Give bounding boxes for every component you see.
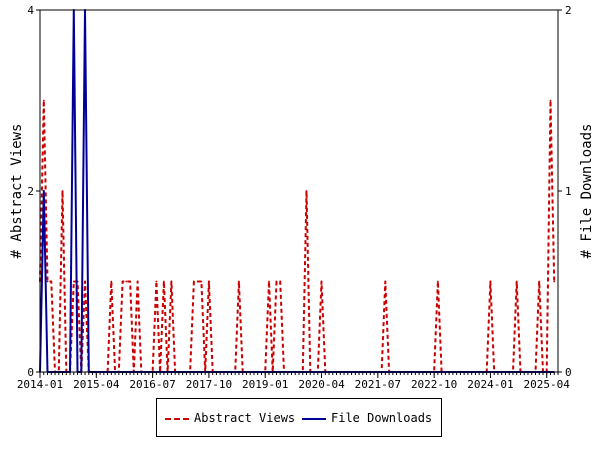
data-point bbox=[110, 280, 113, 283]
x-axis-tick-label: 2014-01 bbox=[17, 378, 63, 391]
data-point bbox=[84, 280, 86, 283]
left-axis-tick-label: 0 bbox=[27, 366, 34, 379]
legend-swatch-file-downloads bbox=[302, 418, 326, 420]
data-point bbox=[549, 99, 552, 102]
x-axis-tick-label: 2025-04 bbox=[524, 378, 571, 391]
data-point bbox=[193, 280, 195, 283]
data-point bbox=[538, 280, 541, 283]
data-point bbox=[437, 280, 439, 283]
right-axis-title: # File Downloads bbox=[579, 124, 595, 259]
left-axis-ticks: 0 2 4 bbox=[27, 4, 40, 379]
data-point bbox=[42, 190, 45, 192]
data-point bbox=[61, 190, 64, 192]
x-axis-tick-label: 2021-07 bbox=[355, 378, 401, 391]
data-point bbox=[163, 280, 165, 283]
x-axis-tick-label: 2017-10 bbox=[186, 378, 232, 391]
data-point bbox=[279, 280, 282, 283]
data-point bbox=[208, 280, 210, 283]
data-point bbox=[515, 280, 518, 283]
data-point bbox=[384, 280, 387, 283]
left-axis-tick-label: 4 bbox=[27, 4, 34, 17]
x-axis-tick-label: 2019-01 bbox=[242, 378, 288, 391]
x-axis-tick-label: 2022-10 bbox=[411, 378, 457, 391]
data-point bbox=[305, 190, 308, 192]
chart-legend: Abstract Views File Downloads bbox=[156, 398, 442, 437]
data-point bbox=[553, 280, 556, 283]
data-point bbox=[200, 280, 203, 283]
x-axis-tick-label: 2020-04 bbox=[298, 378, 345, 391]
right-axis-tick-label: 0 bbox=[565, 366, 572, 379]
data-point bbox=[125, 280, 128, 283]
data-point bbox=[196, 280, 199, 283]
plot-frame bbox=[39, 9, 559, 373]
left-axis-tick-label: 2 bbox=[27, 185, 34, 198]
data-point bbox=[72, 280, 75, 283]
legend-label: File Downloads bbox=[331, 411, 433, 425]
series-line-file-downloads bbox=[39, 9, 555, 373]
data-point bbox=[238, 280, 240, 283]
data-point bbox=[155, 280, 158, 283]
right-axis-tick-label: 2 bbox=[565, 4, 572, 17]
data-point bbox=[170, 280, 173, 283]
x-axis-tick-label: 2024-01 bbox=[467, 378, 513, 391]
right-axis-ticks: 0 1 2 bbox=[558, 4, 572, 379]
x-axis-tick-label: 2016-07 bbox=[129, 378, 175, 391]
data-point bbox=[42, 99, 45, 102]
x-axis-ticks: 2014-01 2015-04 2016-07 2017-10 2019-01 2020-… bbox=[17, 372, 570, 391]
data-point bbox=[275, 280, 278, 283]
data-point bbox=[136, 280, 139, 283]
data-point bbox=[129, 280, 132, 283]
x-axis-tick-label: 2015-04 bbox=[73, 378, 120, 391]
data-point bbox=[50, 280, 53, 283]
data-point bbox=[268, 280, 270, 283]
right-axis-tick-label: 1 bbox=[565, 185, 572, 198]
data-point bbox=[46, 280, 49, 283]
legend-label: Abstract Views bbox=[194, 411, 296, 425]
legend-swatch-abstract-views bbox=[165, 418, 189, 420]
left-axis-title: # Abstract Views bbox=[9, 124, 25, 259]
series-line-abstract-views bbox=[39, 99, 556, 373]
data-point bbox=[121, 280, 124, 283]
series-layer bbox=[39, 9, 556, 373]
data-point bbox=[489, 280, 492, 283]
data-point bbox=[320, 280, 323, 283]
